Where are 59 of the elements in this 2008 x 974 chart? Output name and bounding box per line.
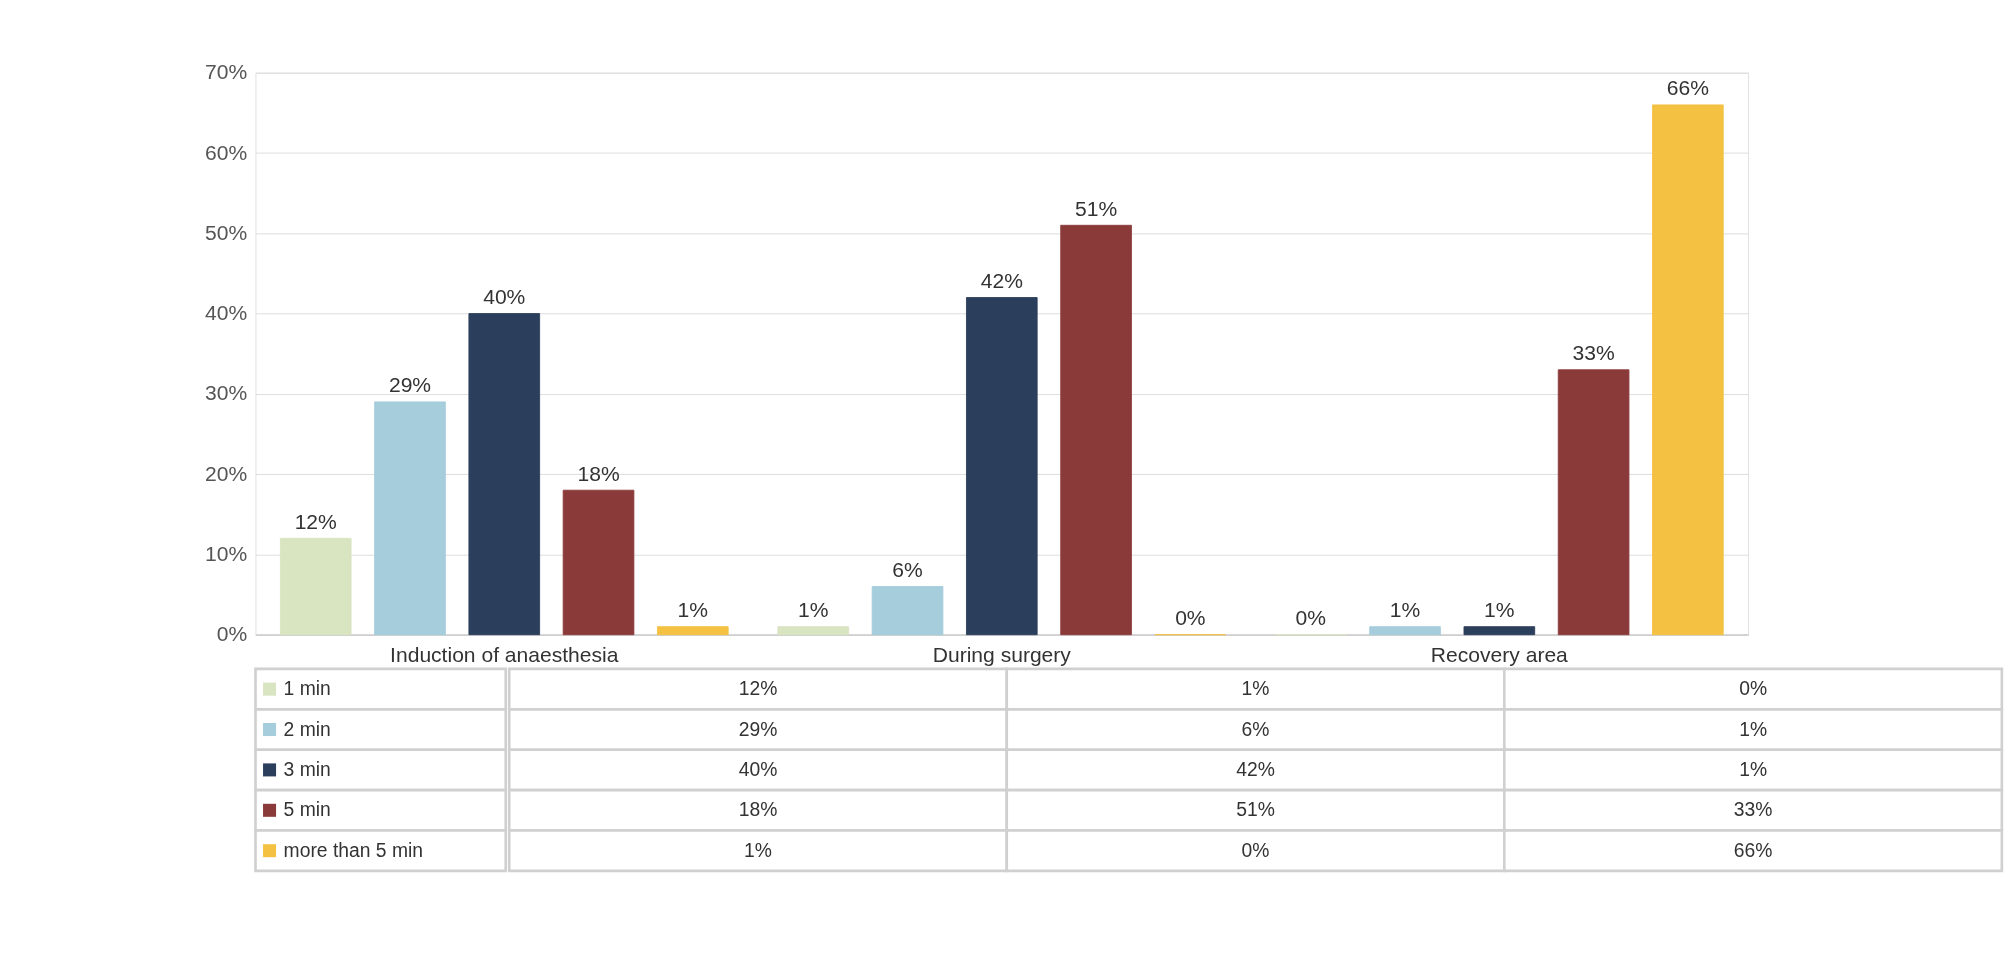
bar bbox=[374, 401, 446, 636]
data-label: 18% bbox=[577, 461, 620, 485]
y-tick-label: 40% bbox=[205, 301, 248, 325]
bar bbox=[1557, 369, 1630, 636]
data-label: 66% bbox=[1666, 76, 1709, 100]
bar bbox=[777, 626, 850, 636]
text: 1% bbox=[1739, 759, 1768, 781]
legend-label: 3 min bbox=[283, 759, 331, 781]
bar bbox=[657, 626, 729, 636]
x-tick-label: Recovery area bbox=[1430, 643, 1569, 667]
data-label: 0% bbox=[1295, 606, 1327, 630]
y-tick-label: 70% bbox=[205, 60, 248, 84]
x-tick-label: Induction of anaesthesia bbox=[390, 643, 619, 667]
data-label: 1% bbox=[677, 598, 709, 622]
data-label: 1% bbox=[1484, 598, 1515, 622]
y-tick-label: 50% bbox=[205, 220, 248, 244]
bar bbox=[966, 297, 1038, 636]
text: 29% bbox=[738, 718, 778, 740]
text: 51% bbox=[1236, 799, 1275, 821]
y-tick-label: 60% bbox=[205, 140, 248, 164]
legend-label: 1 min bbox=[283, 678, 331, 700]
text: 12% bbox=[738, 678, 778, 700]
text: 1% bbox=[744, 839, 772, 861]
text: 0% bbox=[1739, 678, 1768, 700]
y-tick-label: 30% bbox=[205, 381, 248, 405]
data-label: 0% bbox=[1175, 606, 1206, 630]
data-label: 33% bbox=[1572, 341, 1615, 365]
text: 40% bbox=[738, 759, 778, 781]
data-label: 51% bbox=[1075, 196, 1118, 220]
bar bbox=[279, 537, 352, 636]
text: 1% bbox=[1241, 678, 1270, 700]
data-label: 1% bbox=[1389, 598, 1421, 622]
text: 18% bbox=[738, 799, 778, 821]
legend-label: 5 min bbox=[283, 799, 331, 821]
y-tick-label: 20% bbox=[205, 461, 248, 485]
bar bbox=[468, 313, 541, 636]
data-label: 29% bbox=[388, 373, 432, 397]
data-label: 1% bbox=[798, 598, 829, 622]
text: 1% bbox=[1739, 718, 1768, 740]
y-tick-label: 10% bbox=[205, 542, 248, 566]
data-label: 42% bbox=[980, 268, 1023, 292]
data-label: 12% bbox=[294, 509, 337, 533]
data-label: 6% bbox=[892, 557, 923, 581]
bar bbox=[1652, 104, 1724, 636]
bar bbox=[871, 586, 944, 636]
text: 0% bbox=[1241, 839, 1270, 861]
data-label: 40% bbox=[483, 284, 526, 308]
text: 42% bbox=[1236, 759, 1275, 781]
text: 6% bbox=[1241, 718, 1270, 740]
text: 33% bbox=[1733, 799, 1773, 821]
bar bbox=[1463, 626, 1536, 636]
text: 66% bbox=[1733, 839, 1773, 861]
legend-label: 2 min bbox=[283, 718, 331, 740]
bar bbox=[562, 489, 635, 636]
bar bbox=[1060, 224, 1132, 636]
legend-label: more than 5 min bbox=[283, 839, 424, 861]
y-tick-label: 0% bbox=[216, 622, 248, 646]
bar bbox=[1369, 626, 1441, 636]
x-tick-label: During surgery bbox=[932, 643, 1072, 667]
